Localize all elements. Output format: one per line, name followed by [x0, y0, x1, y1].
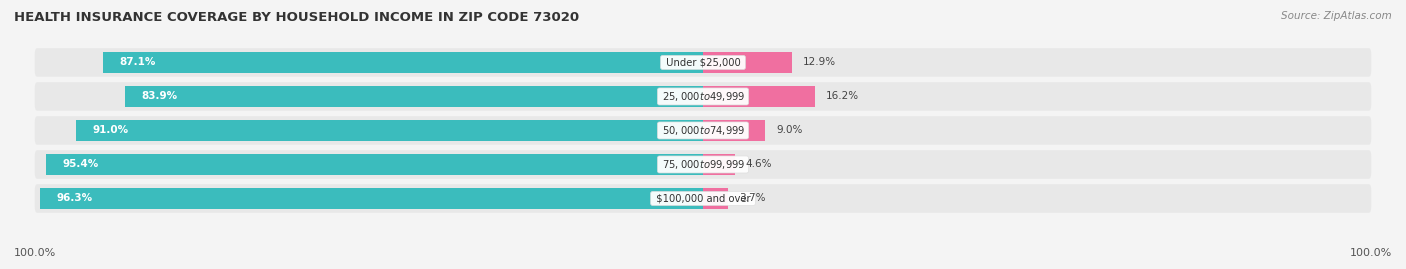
Bar [703, 120, 765, 141]
Text: 12.9%: 12.9% [803, 58, 837, 68]
Bar [103, 52, 703, 73]
Bar [125, 86, 703, 107]
Bar [39, 188, 703, 209]
Text: $50,000 to $74,999: $50,000 to $74,999 [659, 124, 747, 137]
Text: 95.4%: 95.4% [62, 160, 98, 169]
Bar [703, 86, 814, 107]
Bar [46, 154, 703, 175]
Text: 3.7%: 3.7% [740, 193, 766, 203]
Text: Source: ZipAtlas.com: Source: ZipAtlas.com [1281, 11, 1392, 21]
Text: 96.3%: 96.3% [56, 193, 93, 203]
Bar [703, 188, 728, 209]
Text: 87.1%: 87.1% [120, 58, 156, 68]
FancyBboxPatch shape [35, 48, 1371, 77]
Text: Under $25,000: Under $25,000 [662, 58, 744, 68]
Text: 9.0%: 9.0% [776, 125, 803, 136]
Bar [703, 52, 792, 73]
Text: 91.0%: 91.0% [93, 125, 129, 136]
FancyBboxPatch shape [35, 184, 1371, 213]
Text: 100.0%: 100.0% [14, 248, 56, 258]
FancyBboxPatch shape [35, 82, 1371, 111]
Text: 100.0%: 100.0% [1350, 248, 1392, 258]
FancyBboxPatch shape [35, 150, 1371, 179]
Bar [76, 120, 703, 141]
Bar [703, 154, 735, 175]
Text: 16.2%: 16.2% [825, 91, 859, 101]
Text: HEALTH INSURANCE COVERAGE BY HOUSEHOLD INCOME IN ZIP CODE 73020: HEALTH INSURANCE COVERAGE BY HOUSEHOLD I… [14, 11, 579, 24]
Text: $25,000 to $49,999: $25,000 to $49,999 [659, 90, 747, 103]
Text: $100,000 and over: $100,000 and over [652, 193, 754, 203]
FancyBboxPatch shape [35, 116, 1371, 145]
Text: 4.6%: 4.6% [745, 160, 772, 169]
Text: 83.9%: 83.9% [142, 91, 177, 101]
Text: $75,000 to $99,999: $75,000 to $99,999 [659, 158, 747, 171]
